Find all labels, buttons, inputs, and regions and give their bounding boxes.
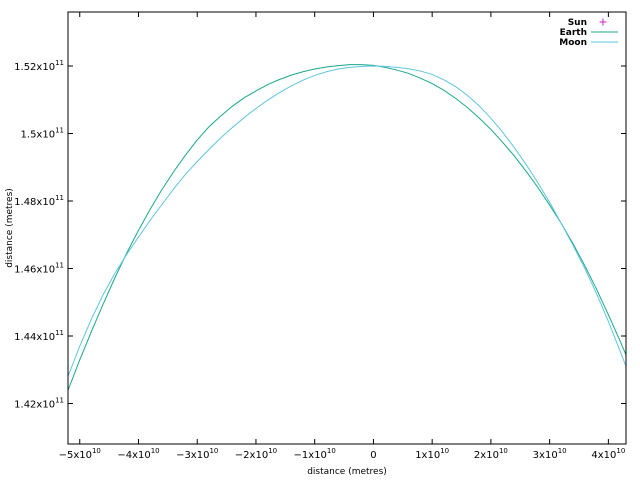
x-tick-label: 0 (370, 450, 376, 461)
x-tick-label: −1x1010 (294, 447, 336, 461)
legend-label-moon: Moon (559, 38, 587, 48)
x-tick-label: 3x1010 (533, 447, 567, 461)
y-tick-label: 1.46x1011 (14, 262, 64, 276)
x-tick-label: −4x1010 (117, 447, 159, 461)
x-tick-label: −3x1010 (176, 447, 218, 461)
y-tick-label: 1.42x1011 (14, 397, 64, 411)
series-line-moon (68, 65, 626, 379)
y-axis-ticks: 1.42x1011 1.44x1011 1.46x1011 1.48x1011 1.5x… (14, 59, 626, 411)
legend-label-sun: Sun (568, 18, 587, 28)
x-tick-label: −5x1010 (59, 447, 101, 461)
x-tick-label: −2x1010 (235, 447, 277, 461)
x-axis-ticks: −5x1010 −4x1010 −3x1010 −2x1010 −1x1010 0 1x10… (59, 12, 625, 461)
plot-frame (67, 11, 627, 445)
legend-marker-sun (599, 18, 607, 26)
legend-label-earth: Earth (560, 28, 587, 38)
y-tick-label: 1.5x1011 (21, 127, 64, 141)
y-tick-label: 1.48x1011 (14, 194, 64, 208)
series-line-earth (68, 64, 626, 393)
y-tick-label: 1.52x1011 (14, 59, 64, 73)
y-tick-label: 1.44x1011 (14, 329, 64, 343)
y-axis-label: distance (metres) (5, 188, 15, 268)
x-tick-label: 4x1010 (591, 447, 625, 461)
series-layer (68, 64, 626, 393)
x-tick-label: 1x1010 (415, 447, 449, 461)
x-tick-label: 2x1010 (474, 447, 508, 461)
x-axis-label: distance (metres) (307, 467, 387, 477)
